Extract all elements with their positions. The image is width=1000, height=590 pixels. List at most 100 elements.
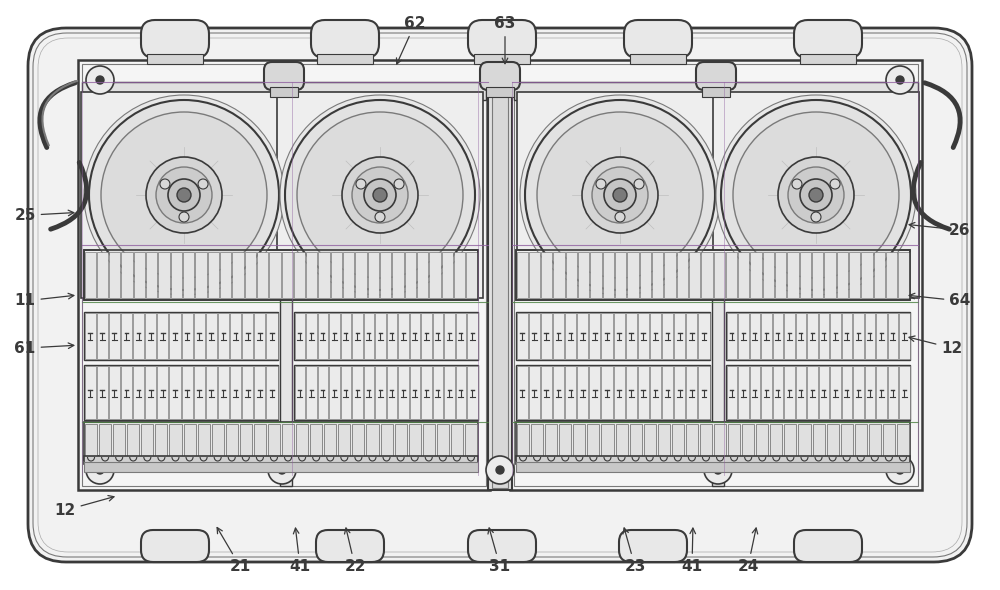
Bar [565,313,576,359]
FancyBboxPatch shape [311,20,379,58]
Bar [545,424,557,458]
Bar [454,252,465,298]
Bar [640,252,651,298]
Circle shape [596,179,606,189]
Bar [352,424,364,458]
Bar [566,252,577,298]
Bar [218,366,229,419]
Circle shape [634,179,644,189]
Bar [280,64,292,486]
Bar [157,366,168,419]
Bar [761,366,772,419]
Bar [121,313,132,359]
Bar [738,252,749,298]
Bar [614,313,625,359]
Bar [492,62,508,488]
Bar [240,424,252,458]
Bar [266,313,278,359]
Bar [254,366,265,419]
Circle shape [352,167,408,223]
Circle shape [733,112,899,278]
Text: 24: 24 [737,528,759,574]
Circle shape [886,456,914,484]
Circle shape [285,100,475,290]
Bar [109,252,120,298]
Bar [171,252,182,298]
Bar [398,366,409,419]
Bar [421,313,432,359]
Bar [355,252,367,298]
Bar [652,252,663,298]
Circle shape [168,179,200,211]
Circle shape [486,456,514,484]
FancyBboxPatch shape [316,530,384,562]
Circle shape [179,212,189,222]
Bar [158,252,170,298]
Bar [343,252,354,298]
Bar [340,313,351,359]
Bar [772,366,783,419]
Bar [386,313,397,359]
Circle shape [496,466,504,474]
FancyArrowPatch shape [51,162,87,229]
Bar [318,313,328,359]
Bar [444,366,454,419]
Bar [601,313,612,359]
Bar [712,64,724,486]
Bar [421,366,432,419]
Circle shape [342,157,418,233]
Circle shape [496,76,504,84]
Text: 41: 41 [681,528,703,574]
FancyArrowPatch shape [42,81,77,146]
Bar [296,424,308,458]
Bar [686,313,697,359]
FancyArrowPatch shape [913,162,949,229]
Text: 12: 12 [54,496,114,518]
Bar [842,366,852,419]
FancyBboxPatch shape [619,530,687,562]
Bar [465,424,477,458]
Bar [410,313,420,359]
Bar [658,424,670,458]
Bar [742,424,754,458]
Circle shape [156,167,212,223]
Bar [82,64,486,486]
Bar [888,366,898,419]
Bar [230,366,241,419]
Bar [855,424,867,458]
Bar [133,313,144,359]
Bar [474,54,530,64]
Bar [405,252,416,298]
Bar [230,313,241,359]
Bar [220,252,231,298]
Bar [364,366,374,419]
Bar [638,366,649,419]
Bar [294,252,305,298]
Circle shape [268,66,296,94]
Bar [331,252,342,298]
Bar [169,313,180,359]
Bar [541,366,552,419]
Circle shape [84,95,284,295]
Bar [456,366,466,419]
Bar [812,252,823,298]
Bar [800,54,856,64]
Bar [84,456,478,464]
Bar [812,424,825,458]
Bar [577,313,588,359]
FancyBboxPatch shape [794,530,862,562]
Bar [294,312,478,360]
Bar [82,82,486,100]
Bar [134,252,145,298]
Bar [541,252,552,298]
Bar [198,424,210,458]
Bar [254,313,265,359]
Bar [169,424,182,458]
Bar [626,366,637,419]
Bar [145,313,156,359]
Bar [97,313,108,359]
Bar [672,424,684,458]
FancyBboxPatch shape [624,20,692,58]
Bar [861,252,873,298]
Bar [686,424,698,458]
